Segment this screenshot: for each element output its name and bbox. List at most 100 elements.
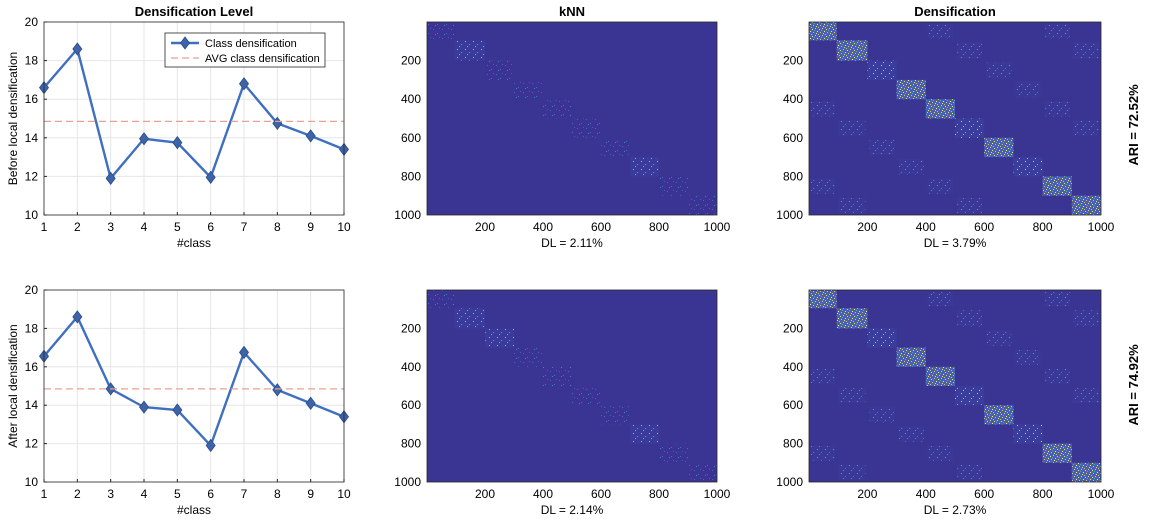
y-tick-label: 18 [25,321,39,335]
data-point [172,403,183,417]
heatmap-diagonal-block [1013,424,1043,444]
x-axis-label: #class [177,236,211,250]
heatmap-diagonal-block [485,328,514,348]
heatmap-cell [927,178,953,194]
y-tick-label: 200 [401,321,421,335]
heatmap-diagonal-block [984,405,1014,425]
heatmap-panel-knn-after: 200 400 600 800 1000 200 400 600 800 1000 DL = 2.1… [394,289,731,517]
heatmap-cell [838,197,866,213]
x-tick-label: 1000 [704,487,731,501]
data-point [139,132,149,146]
heatmap-cell [957,197,983,213]
x-tick-label: 7 [241,487,248,501]
data-point [172,135,183,150]
y-tick-label: 12 [25,169,39,183]
y-tick-label: 16 [25,92,39,106]
x-tick-label: 3 [107,487,114,501]
heatmap-diagonal-block [836,308,868,329]
heatmap-cell [898,159,924,175]
axes-box [43,289,345,483]
x-tick-label: 800 [649,220,669,234]
heatmap-panel-densification-before: 200 400 600 800 1000 200 400 600 800 1000 DL = 3.7… [776,4,1114,250]
heatmap-diagonal-block [572,118,601,138]
heatmap-cell [1015,349,1041,365]
heatmap-cell [1073,42,1099,59]
heatmap-diagonal-block [867,60,897,80]
heatmap-cell [1015,81,1041,98]
x-tick-label: 6 [207,220,214,234]
x-tick-label: 800 [649,487,669,501]
heatmap-diagonal-block [601,405,630,425]
x-tick-label: 200 [857,487,877,501]
x-tick-label: 4 [141,487,148,501]
x-tick-label: 1000 [1088,487,1115,501]
heatmap-diagonal-block [514,79,543,100]
heatmap-cell [1073,310,1099,327]
y-tick-label: 600 [783,131,803,145]
y-tick-label: 10 [25,208,39,222]
data-point [205,170,216,185]
heatmap-diagonal-block [1042,443,1072,463]
y-tick-label: 800 [401,437,421,451]
heatmap-diagonal-block [896,79,926,100]
x-tick-label: 9 [307,220,314,234]
x-tick-label: 600 [591,487,611,501]
y-tick-label: 600 [401,131,421,145]
class-series-line [43,46,345,181]
y-tick-label: 400 [401,92,421,106]
data-point [305,129,316,143]
heatmap-cell [1044,24,1070,39]
heatmap-cell [1044,101,1070,117]
heatmap-diagonal-block [984,137,1014,158]
x-tick-label: 8 [274,220,281,234]
data-point [72,310,83,324]
row-label-ari-bottom: ARI = 74.92% [1126,344,1141,426]
heatmap-cell [811,445,835,461]
x-tick-label: 7 [241,220,248,234]
x-tick-label: 5 [174,220,181,234]
y-tick-label: 14 [25,131,39,145]
y-tick-label: 400 [783,360,803,374]
heatmap-diagonal-block [543,99,572,119]
heatmap-diagonal-block [925,99,955,119]
data-point [239,345,249,360]
y-axis-label: Before local densification [6,52,20,185]
y-tick-label: 1000 [776,475,803,489]
axes-box [426,289,718,483]
legend-label-class: Class densification [205,38,297,50]
heatmap-panel-knn-before: 200 400 600 800 1000 200 400 600 800 1000 DL = 2.1… [394,4,730,250]
heatmap-diagonal-block [955,118,985,138]
legend-box [164,32,326,68]
heatmap-diagonal-block [454,308,485,329]
x-tick-label: 1 [41,487,48,501]
x-tick-label: 6 [207,487,214,501]
x-tick-label: 600 [591,220,611,234]
y-tick-label: 200 [783,321,803,335]
heatmap-cell [898,426,924,442]
heatmap-cell [927,24,953,39]
heatmap-cell [838,464,866,480]
y-tick-label: 14 [25,398,39,412]
heatmap-diagonal-block [1013,157,1043,177]
heatmap-cell [838,388,866,404]
heatmap-cell [1073,120,1099,136]
y-tick-label: 12 [25,437,39,451]
data-point [72,42,83,56]
heatmap-cell [1044,368,1070,384]
y-tick-label: 16 [25,360,39,374]
x-tick-label: 5 [174,487,181,501]
legend-marker [180,36,190,50]
x-tick-label: 600 [974,220,994,234]
heatmap-cell [811,368,835,384]
axes-box [43,21,345,216]
heatmap-cell [957,42,983,59]
heatmap-cell [838,120,866,136]
heatmap-cell [869,407,895,423]
x-tick-label: 1000 [704,220,731,234]
heatmap-cell [986,62,1012,78]
x-tick-label: 10 [337,220,351,234]
x-tick-label: 4 [141,220,148,234]
x-axis-label: DL = 3.79% [924,236,987,250]
x-axis-label: #class [177,503,211,517]
